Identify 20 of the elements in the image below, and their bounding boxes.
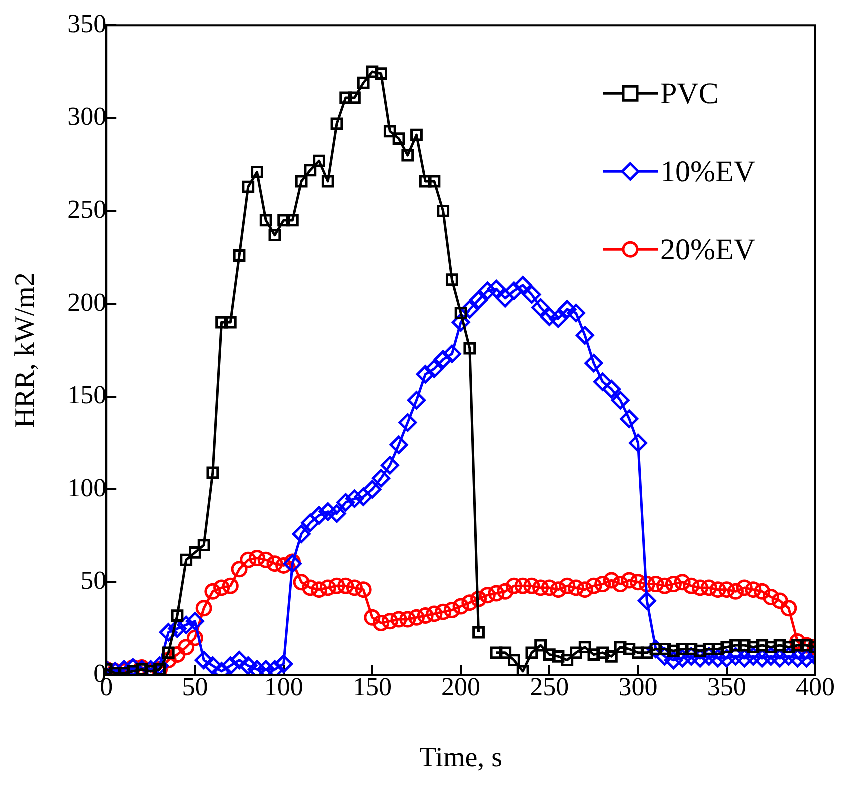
x-tick-label: 350 bbox=[707, 672, 746, 702]
x-tick-label: 250 bbox=[530, 672, 570, 702]
x-tick-label: 100 bbox=[264, 672, 304, 702]
y-axis-title: HRR, kW/m2 bbox=[10, 272, 42, 428]
y-tick-label: 150 bbox=[68, 380, 107, 410]
x-tick-label: 200 bbox=[442, 672, 481, 702]
x-tick-label: 150 bbox=[352, 672, 392, 702]
x-tick-label: 300 bbox=[618, 672, 658, 702]
y-tick-label: 200 bbox=[68, 288, 107, 317]
y-tick-label: 300 bbox=[68, 102, 107, 132]
legend-label: 20%EV bbox=[660, 233, 756, 266]
y-tick-label: 50 bbox=[80, 566, 107, 596]
y-tick-label: 100 bbox=[68, 473, 107, 502]
x-tick-label: 400 bbox=[796, 672, 835, 702]
y-tick-label: 350 bbox=[68, 9, 107, 38]
y-tick-label: 250 bbox=[68, 195, 107, 224]
legend-label: PVC bbox=[660, 77, 719, 110]
legend-label: 10%EV bbox=[660, 155, 756, 188]
x-axis-title: Time, s bbox=[420, 742, 503, 774]
x-tick-label: 50 bbox=[182, 672, 208, 702]
